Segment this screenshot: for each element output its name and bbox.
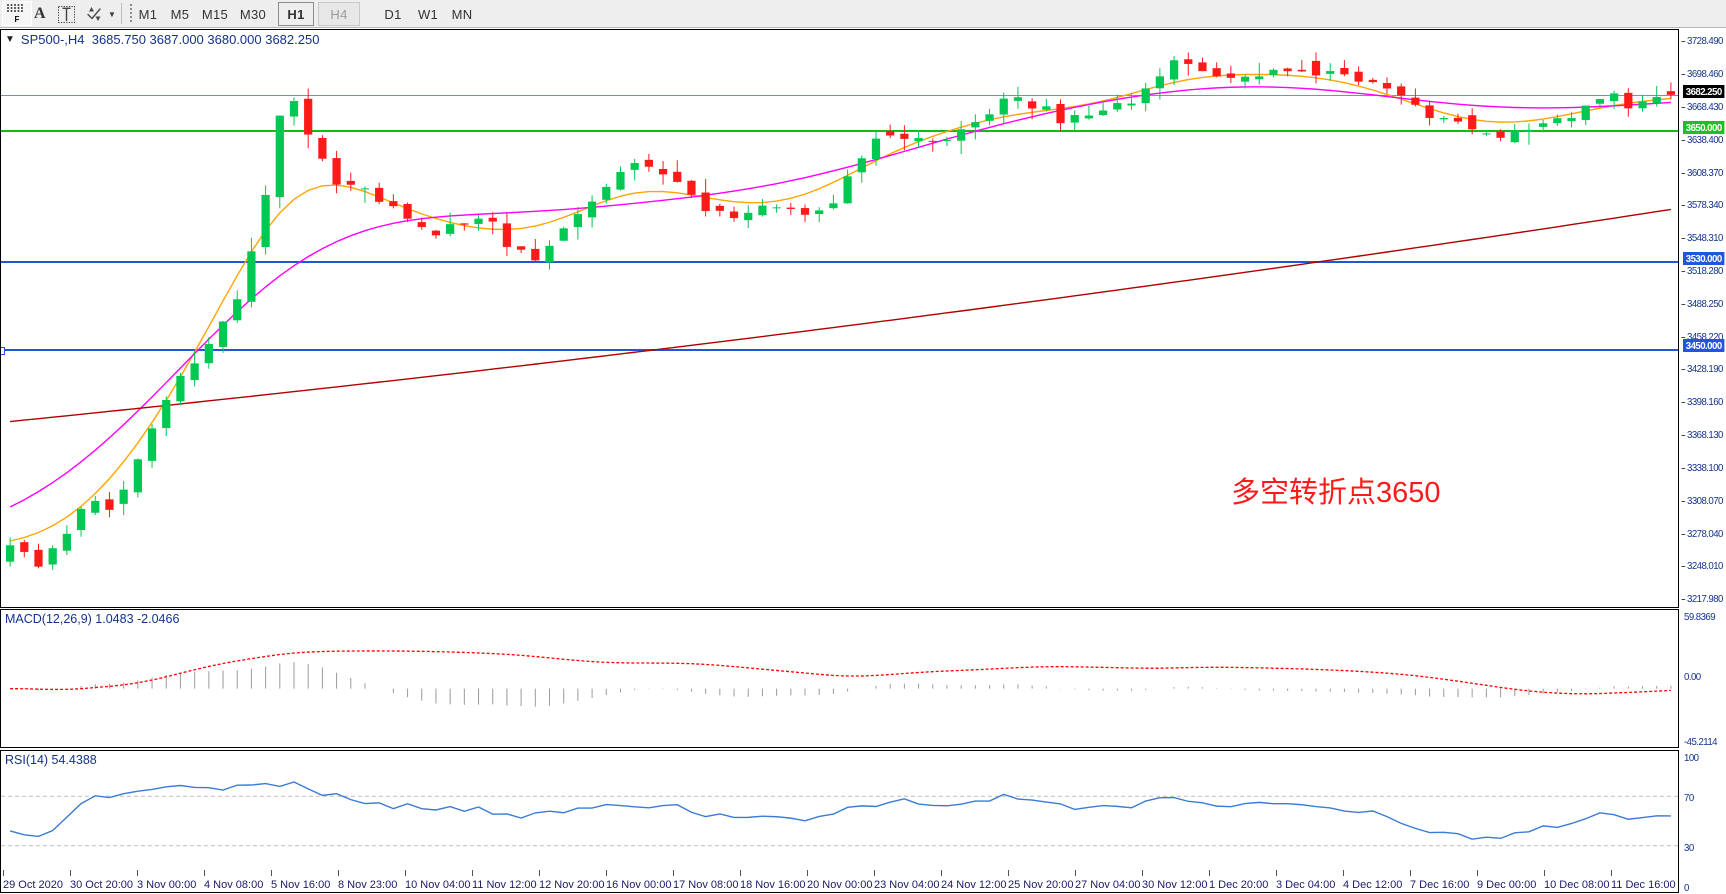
svg-text:F: F: [15, 15, 20, 24]
